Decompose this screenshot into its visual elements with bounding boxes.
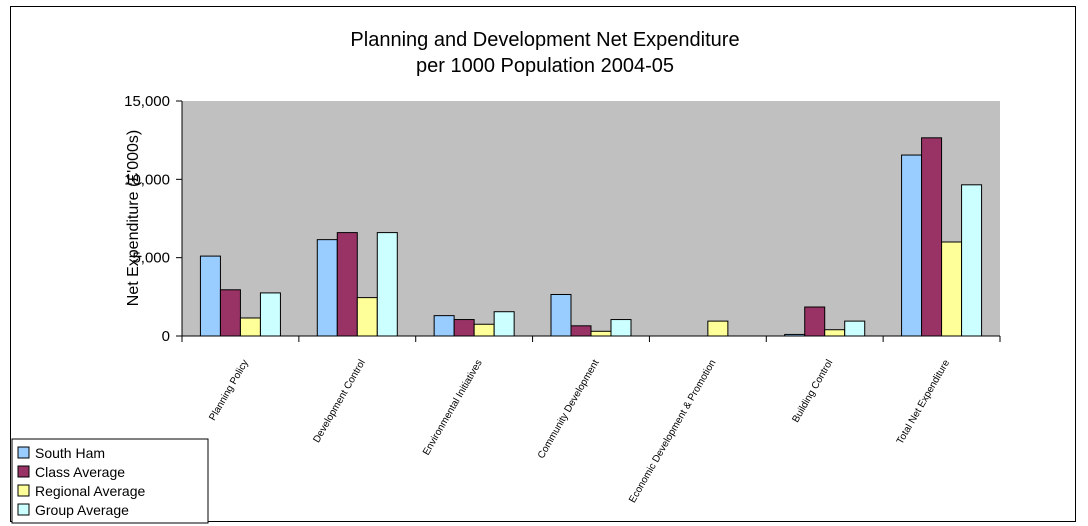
bar-group-average-total-net-expenditure [961,184,983,337]
legend-label-group-average: Group Average [35,502,129,518]
bar-regional-average-development-control [356,297,378,337]
bar-class-average-planning-policy [219,289,241,337]
category-label-development-control: Development Control [311,358,367,445]
bar-group-average-planning-policy [259,292,281,337]
bar-south-ham-community-development [550,293,572,337]
bar-south-ham-development-control [316,239,338,337]
legend-label-regional-average: Regional Average [35,483,145,499]
category-label-planning-policy: Planning Policy [207,358,251,423]
bars-group [199,137,983,337]
bar-group-average-development-control [376,232,398,337]
bar-group-average-building-control [844,320,866,337]
bar-class-average-building-control [804,306,826,337]
category-label-building-control: Building Control [790,358,835,425]
axes-group [176,100,1001,342]
y-tick-label: 5,000 [132,250,170,267]
category-label-total-net-expenditure: Total Net Expenditure [895,358,953,447]
legend-label-south-ham: South Ham [35,445,105,461]
category-labels: Planning Policy Development Control Enviro… [207,358,952,505]
bar-class-average-development-control [336,232,358,337]
y-tick-label: 15,000 [124,93,170,110]
bar-group-average-environmental-initiatives [493,311,515,337]
bar-regional-average-building-control [824,329,846,337]
category-label-economic-development-promotion: Economic Development & Promotion [627,358,718,505]
bar-regional-average-environmental-initiatives [473,323,495,337]
chart-title-line-2: per 1000 Population 2004-05 [416,55,674,77]
legend-swatch-south-ham [17,446,30,459]
plot-area [182,101,1000,336]
bar-regional-average-economic-development-promotion [707,320,729,337]
bar-group-average-community-development [610,319,632,337]
legend: South Ham Class Average Regional Average Gr… [11,438,209,524]
bar-south-ham-total-net-expenditure [901,154,923,337]
bar-class-average-total-net-expenditure [921,137,943,337]
bar-class-average-community-development [570,325,592,337]
bar-south-ham-environmental-initiatives [433,315,455,337]
category-label-community-development: Community Development [536,358,602,461]
y-tick-label: 10,000 [124,171,170,188]
y-tick-label: 0 [162,328,170,345]
legend-box [11,438,209,524]
legend-swatch-class-average [17,465,30,478]
bar-south-ham-planning-policy [199,255,221,337]
y-axis-label: Net Expenditure (£'000s) [125,130,142,306]
category-label-environmental-initiatives: Environmental Initiatives [421,358,485,457]
y-tick-labels: 0 5,000 10,000 15,000 [124,93,170,345]
legend-swatch-regional-average [17,484,30,497]
legend-swatch-group-average [17,503,30,516]
bar-regional-average-planning-policy [239,317,261,337]
bar-regional-average-community-development [590,330,612,337]
bar-regional-average-total-net-expenditure [941,241,963,337]
bar-class-average-environmental-initiatives [453,319,475,337]
legend-label-class-average: Class Average [35,464,125,480]
chart-title-line-1: Planning and Development Net Expenditure [350,29,739,51]
